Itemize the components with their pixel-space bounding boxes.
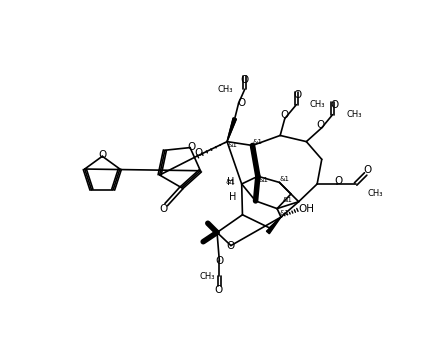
Text: O: O: [187, 142, 196, 152]
Text: &1: &1: [280, 175, 290, 182]
Text: OH: OH: [298, 204, 314, 215]
Text: &1: &1: [280, 210, 290, 216]
Text: O: O: [330, 100, 338, 110]
Polygon shape: [227, 118, 236, 142]
Text: &1: &1: [227, 143, 238, 148]
Text: CH₃: CH₃: [367, 190, 383, 199]
Text: CH₃: CH₃: [218, 85, 233, 94]
Text: &1: &1: [253, 139, 263, 145]
Text: CH₃: CH₃: [346, 110, 362, 119]
Text: O: O: [215, 256, 224, 266]
Text: O: O: [214, 285, 223, 295]
Text: &1: &1: [282, 197, 292, 203]
Text: H: H: [227, 177, 235, 188]
Text: O: O: [280, 110, 288, 120]
Text: O: O: [238, 98, 246, 108]
Text: H: H: [229, 192, 236, 202]
Text: O: O: [241, 75, 249, 85]
Text: O: O: [195, 148, 203, 158]
Text: O: O: [317, 120, 325, 130]
Text: O: O: [363, 165, 371, 175]
Polygon shape: [251, 145, 258, 176]
Text: &1: &1: [225, 180, 235, 185]
Polygon shape: [227, 118, 236, 142]
Text: O: O: [98, 151, 106, 161]
Text: O: O: [294, 90, 302, 100]
Text: O: O: [335, 176, 343, 186]
Polygon shape: [266, 217, 281, 234]
Text: O: O: [226, 240, 234, 251]
Text: &1: &1: [258, 177, 268, 183]
Text: O: O: [159, 204, 167, 214]
Text: CH₃: CH₃: [309, 100, 325, 109]
Text: CH₃: CH₃: [199, 272, 215, 281]
